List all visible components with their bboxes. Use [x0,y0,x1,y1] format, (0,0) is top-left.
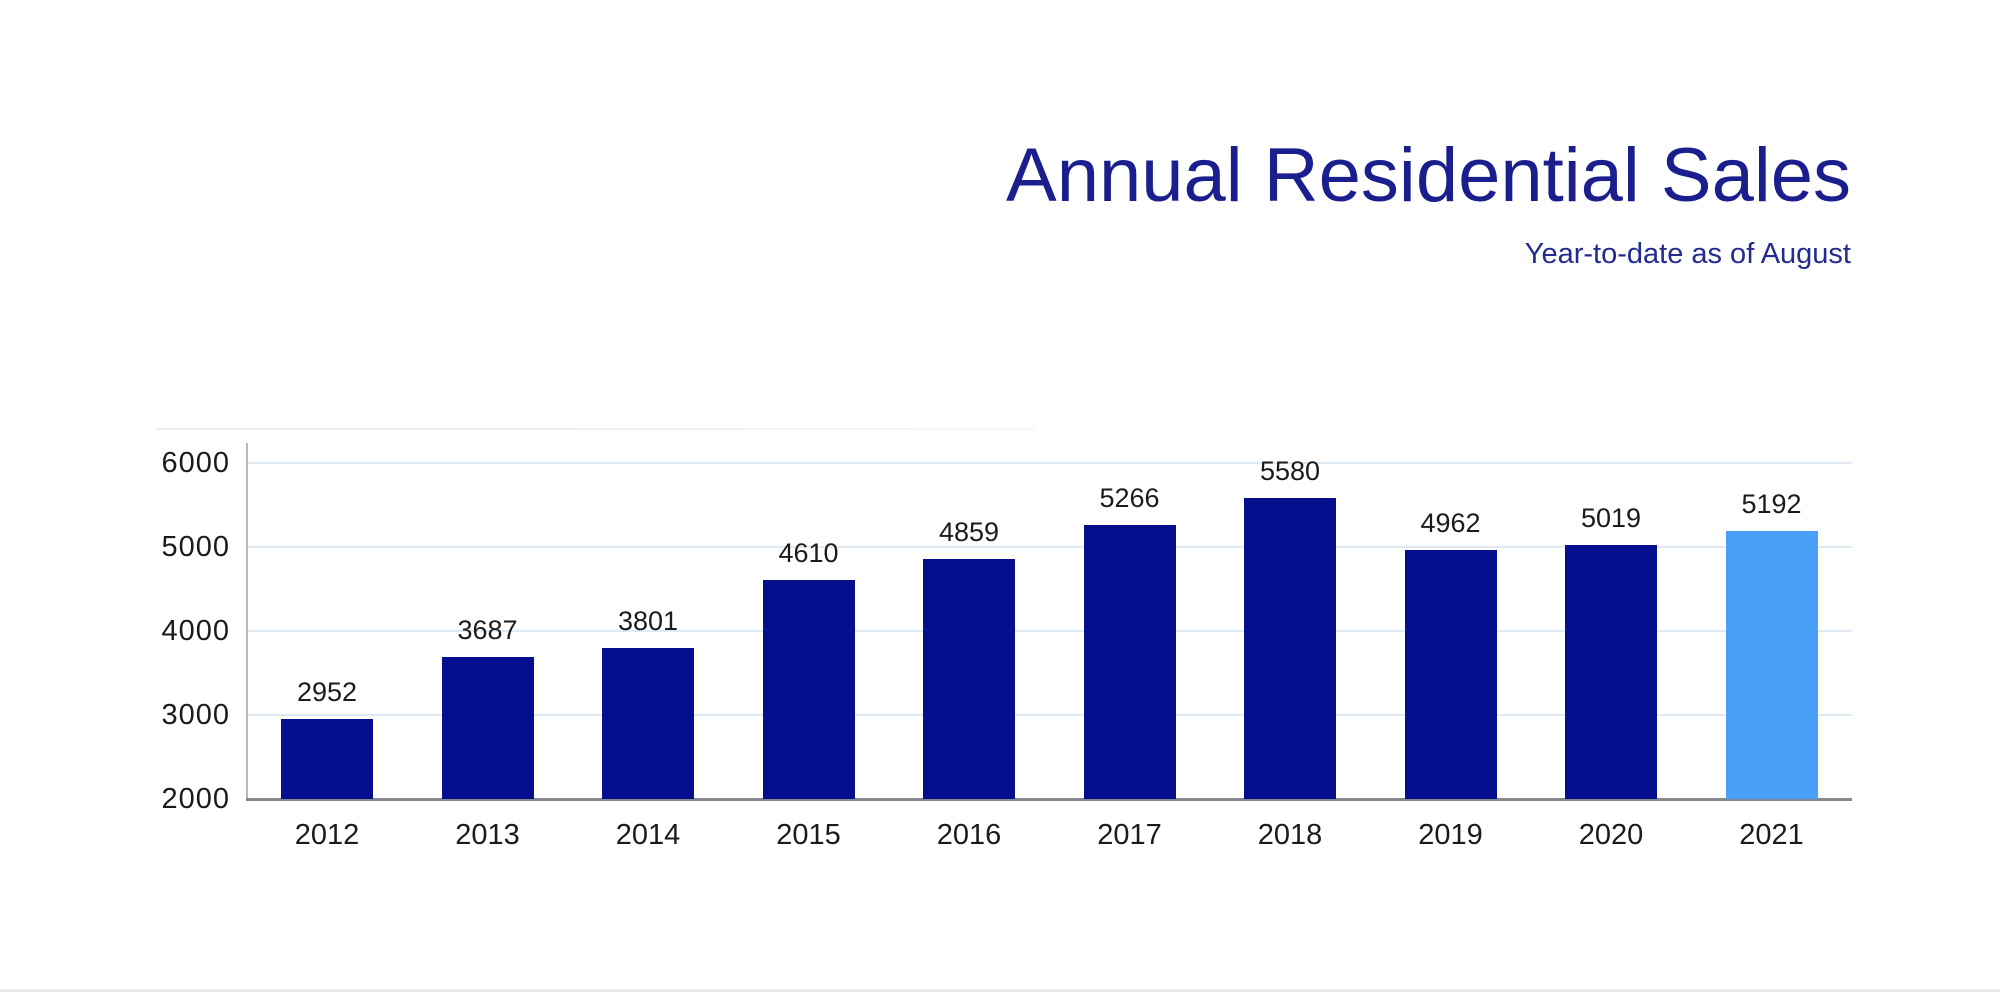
value-label-2019: 4962 [1420,508,1481,539]
value-label-2021: 5192 [1741,488,1802,519]
bar-2018 [1244,498,1336,799]
gridline-5000 [248,546,1852,548]
y-tick-label-5000: 5000 [161,531,230,563]
y-axis-line [246,443,248,801]
category-label-2013: 2013 [455,819,520,851]
value-label-2016: 4859 [938,516,1000,547]
bar-2015 [762,579,855,799]
chart-title: Annual Residential Sales [1006,133,1851,218]
gridline-6000 [248,462,1852,464]
category-label-2020: 2020 [1578,819,1644,851]
faint-artifact-line [156,428,1036,430]
value-label-2020: 5019 [1580,503,1642,534]
chart-header: Annual Residential Sales Year-to-date as… [1006,128,1851,270]
bottom-edge-band [0,989,2000,992]
value-label-2013: 3687 [457,615,518,646]
category-label-2019: 2019 [1418,819,1483,851]
gridline-3000 [248,714,1852,716]
gridline-4000 [248,630,1852,632]
category-label-2012: 2012 [294,819,360,851]
y-tick-label-3000: 3000 [161,699,230,731]
bar-2017 [1083,524,1176,799]
category-label-2021: 2021 [1739,819,1804,851]
plot-area: 2000 3000 4000 5000 6000 2952 2012 3687 2013 3801… [161,443,1852,851]
x-axis-line [246,798,1852,801]
value-label-2017: 5266 [1099,482,1160,513]
y-tick-label-6000: 6000 [161,447,230,479]
category-label-2015: 2015 [776,819,841,851]
bar-2021 [1725,530,1818,799]
value-label-2018: 5580 [1259,456,1321,487]
bar-2020 [1565,545,1657,799]
value-label-2014: 3801 [617,605,679,636]
category-label-2016: 2016 [936,819,1002,851]
bar-2016 [923,558,1015,799]
category-label-2018: 2018 [1257,819,1323,851]
category-label-2014: 2014 [615,819,681,851]
value-label-2015: 4610 [778,537,839,568]
bar-2012 [281,719,373,799]
y-tick-label-4000: 4000 [161,615,230,647]
category-label-2017: 2017 [1097,819,1162,851]
chart-subtitle: Year-to-date as of August [1524,238,1851,270]
value-label-2012: 2952 [296,677,358,708]
bar-2014 [602,647,694,799]
bar-2019 [1404,550,1497,799]
y-tick-label-2000: 2000 [161,783,230,815]
bar-2013 [441,657,534,799]
